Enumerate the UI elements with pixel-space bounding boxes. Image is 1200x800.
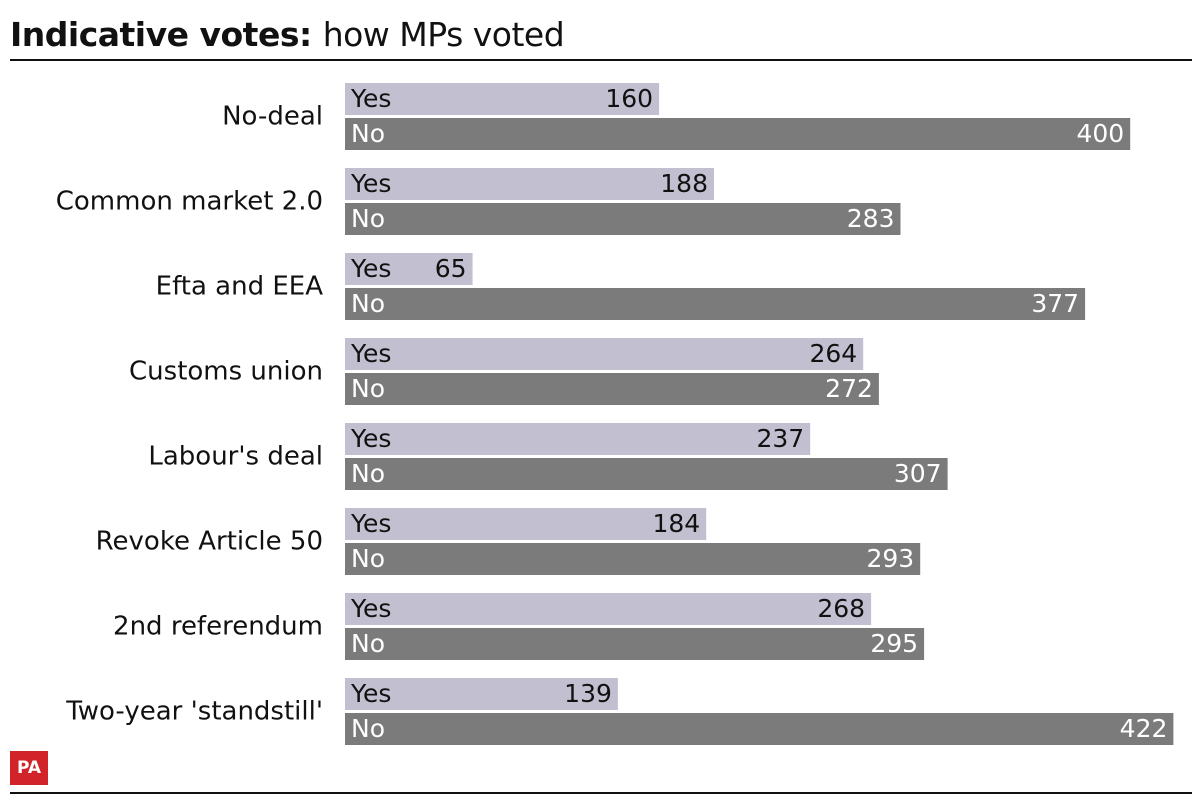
series-label-no-no-deal: No — [351, 119, 385, 148]
bottom-rule — [10, 792, 1192, 794]
category-label-revoke-article-50: Revoke Article 50 — [96, 527, 323, 557]
value-label-yes-no-deal: 160 — [605, 84, 653, 113]
bar-yes-two-year-standstill — [345, 678, 618, 710]
series-label-yes-two-year-standstill: Yes — [350, 679, 391, 708]
series-label-yes-labour-s-deal: Yes — [350, 424, 391, 453]
value-label-yes-common-market-2-0: 188 — [660, 169, 708, 198]
bar-no-two-year-standstill — [345, 713, 1174, 745]
series-label-no-2nd-referendum: No — [351, 629, 385, 658]
series-label-no-efta-and-eea: No — [351, 289, 385, 318]
bar-yes-no-deal — [345, 83, 660, 115]
value-label-yes-2nd-referendum: 268 — [817, 594, 865, 623]
category-label-no-deal: No-deal — [222, 102, 323, 132]
value-label-yes-customs-union: 264 — [809, 339, 857, 368]
value-label-no-2nd-referendum: 295 — [870, 629, 918, 658]
bar-yes-common-market-2-0 — [345, 168, 714, 200]
category-label-2nd-referendum: 2nd referendum — [113, 612, 323, 642]
category-label-common-market-2-0: Common market 2.0 — [56, 187, 323, 217]
category-label-two-year-standstill: Two-year 'standstill' — [65, 697, 323, 727]
category-label-labour-s-deal: Labour's deal — [148, 442, 323, 472]
series-label-no-labour-s-deal: No — [351, 459, 385, 488]
bar-no-efta-and-eea — [345, 288, 1086, 320]
top-rule — [10, 59, 1192, 61]
bar-no-labour-s-deal — [345, 458, 948, 490]
value-label-no-common-market-2-0: 283 — [847, 204, 895, 233]
series-label-no-common-market-2-0: No — [351, 204, 385, 233]
series-label-yes-revoke-article-50: Yes — [350, 509, 391, 538]
bar-yes-2nd-referendum — [345, 593, 872, 625]
series-label-yes-2nd-referendum: Yes — [350, 594, 391, 623]
category-label-customs-union: Customs union — [129, 357, 323, 387]
pa-logo: PA — [10, 751, 48, 785]
value-label-no-efta-and-eea: 377 — [1031, 289, 1079, 318]
bar-yes-revoke-article-50 — [345, 508, 707, 540]
chart-title: Indicative votes: how MPs voted — [10, 12, 565, 58]
series-label-yes-efta-and-eea: Yes — [350, 254, 391, 283]
chart-title-bold: Indicative votes: — [10, 15, 312, 54]
value-label-yes-labour-s-deal: 237 — [756, 424, 804, 453]
bar-no-no-deal — [345, 118, 1131, 150]
value-label-yes-revoke-article-50: 184 — [652, 509, 700, 538]
bar-no-2nd-referendum — [345, 628, 925, 660]
chart-title-rest: how MPs voted — [322, 15, 565, 54]
bar-yes-customs-union — [345, 338, 864, 370]
value-label-no-customs-union: 272 — [825, 374, 873, 403]
bar-no-revoke-article-50 — [345, 543, 921, 575]
series-label-yes-common-market-2-0: Yes — [350, 169, 391, 198]
bar-no-customs-union — [345, 373, 879, 405]
value-label-no-labour-s-deal: 307 — [894, 459, 942, 488]
bar-yes-efta-and-eea — [345, 253, 473, 285]
bar-no-common-market-2-0 — [345, 203, 901, 235]
value-label-no-two-year-standstill: 422 — [1120, 714, 1168, 743]
value-label-yes-efta-and-eea: 65 — [435, 254, 467, 283]
category-label-efta-and-eea: Efta and EEA — [156, 272, 324, 302]
bar-yes-labour-s-deal — [345, 423, 811, 455]
value-label-no-no-deal: 400 — [1076, 119, 1124, 148]
series-label-no-customs-union: No — [351, 374, 385, 403]
series-label-no-revoke-article-50: No — [351, 544, 385, 573]
value-label-no-revoke-article-50: 293 — [866, 544, 914, 573]
bar-chart: No-deal Yes 160 No 400 Common market 2.0 Yes 18… — [56, 83, 1174, 745]
series-label-yes-no-deal: Yes — [350, 84, 391, 113]
series-label-yes-customs-union: Yes — [350, 339, 391, 368]
value-label-yes-two-year-standstill: 139 — [564, 679, 612, 708]
series-label-no-two-year-standstill: No — [351, 714, 385, 743]
